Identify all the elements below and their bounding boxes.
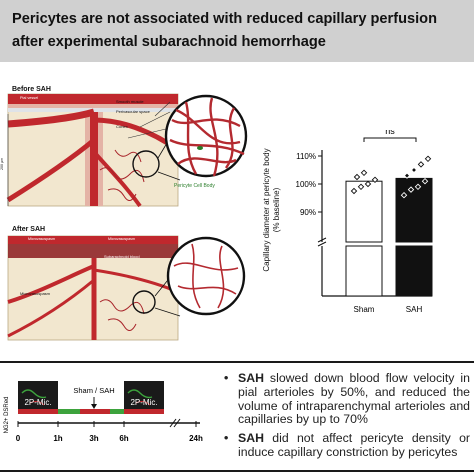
- significance-label: ns: [385, 130, 395, 136]
- data-point: [403, 172, 411, 179]
- chart-ylabel-line-1: Capillary diameter at pericyte body: [262, 148, 271, 272]
- significance-bracket: [363, 137, 417, 142]
- timeline-label: 0: [16, 434, 21, 443]
- y-tick-label: 100%: [296, 180, 316, 189]
- data-point: [407, 186, 415, 193]
- micrograph-2: [124, 381, 164, 409]
- vasospasm-label-left: Microvasospasm: [28, 237, 55, 241]
- timeline-label: 1h: [53, 434, 62, 443]
- summary-item-2-bold: SAH: [238, 431, 264, 446]
- experiment-timeline: NG2+ DSRed 2P-Mic. 2P-Mic. Sham / SAH 0 1…: [4, 381, 203, 443]
- subarachnoid-blood-label: Subarachnoid blood: [104, 254, 140, 259]
- chart-ylabel-line-2: (% baseline): [272, 187, 281, 233]
- data-point: [410, 166, 418, 174]
- y-axis-break-2: [317, 241, 327, 247]
- x-tick-label: SAH: [406, 305, 423, 314]
- pericyte-zoom-marker-after: [132, 290, 156, 314]
- perivascular-space-label: Perivascular space: [116, 109, 150, 114]
- scale-bar-label: 200 µm: [0, 157, 4, 170]
- data-point: [353, 173, 361, 181]
- capillary-zoom-after: [166, 236, 246, 316]
- chart-ylabel: Capillary diameter at pericyte body (% b…: [262, 125, 282, 295]
- title-line-2: after experimental subarachnoid hemorrha…: [12, 34, 326, 50]
- after-sah-label: After SAH: [12, 226, 46, 233]
- before-sah-panel: [6, 93, 248, 208]
- pial-vessel-label: Pial vessel: [20, 96, 39, 100]
- bar-lower-sham: [345, 245, 383, 297]
- ng2-dsred-label: NG2+ DSRed: [4, 397, 10, 434]
- bar-sah: [395, 177, 433, 243]
- subarachnoid-blood: [8, 244, 178, 258]
- summary-item-2: • SAH did not affect pericyte density or …: [224, 431, 470, 460]
- timeline-label: 24h: [189, 434, 203, 443]
- bar-lower-sah: [395, 245, 433, 297]
- data-point: [371, 176, 379, 184]
- vasospasm-label-right: Microvasospasm: [108, 237, 135, 241]
- smooth-muscle-label: Smooth muscle: [116, 99, 144, 104]
- data-point: [357, 183, 365, 191]
- before-sah-label: Before SAH: [12, 86, 51, 93]
- y-axis-break-1: [317, 237, 327, 243]
- x-tick-label: Sham: [354, 305, 375, 314]
- mic-label-2: 2P-Mic.: [130, 398, 157, 407]
- pericyte-cell-body-label: Pericyte Cell Body: [174, 183, 215, 189]
- data-point: [417, 161, 425, 168]
- data-point: [350, 187, 358, 195]
- data-point: [421, 177, 429, 185]
- data-point: [364, 180, 372, 188]
- micrograph-1: [18, 381, 58, 409]
- data-point: [414, 183, 422, 191]
- pial-vessel-before: [8, 94, 178, 104]
- timeline-label: 3h: [89, 434, 98, 443]
- y-tick-label: 110%: [296, 152, 316, 161]
- vascular-diagram: [6, 93, 248, 341]
- microvasospasm-label: Microvasospasm: [20, 291, 51, 296]
- y-tick-label: 90%: [300, 208, 316, 217]
- section-rule-top: [0, 361, 474, 363]
- summary-item-1-text: slowed down blood flow velocity in pial …: [238, 371, 470, 427]
- data-point: [400, 191, 408, 199]
- bar-sham: [345, 180, 383, 243]
- cortex-label: Cortex: [116, 124, 128, 129]
- summary-item-1-bold: SAH: [238, 371, 264, 385]
- summary-list: • SAH slowed down blood flow velocity in …: [224, 371, 470, 465]
- timeline-label: 6h: [119, 434, 128, 443]
- after-sah-panel: [7, 235, 246, 341]
- bullet-symbol-2: •: [224, 431, 229, 446]
- summary-item-1: • SAH slowed down blood flow velocity in …: [224, 371, 470, 427]
- title-banner: Pericytes are not associated with reduce…: [0, 0, 474, 62]
- mic-label-1: 2P-Mic.: [24, 398, 51, 407]
- data-point: [424, 155, 432, 163]
- bullet-symbol-1: •: [224, 371, 229, 385]
- data-point: [360, 169, 368, 177]
- pericyte-zoom-marker-before: [132, 150, 160, 178]
- summary-item-2-text: did not affect pericyte density or induc…: [238, 431, 470, 459]
- capillary-diameter-chart: 90% 100% 110% ns Sham SAH: [296, 130, 433, 314]
- sham-sah-label: Sham / SAH: [73, 386, 114, 395]
- section-rule-bottom: [0, 470, 474, 472]
- pial-vessel-after: [8, 236, 178, 244]
- title-line-1: Pericytes are not associated with reduce…: [12, 11, 437, 27]
